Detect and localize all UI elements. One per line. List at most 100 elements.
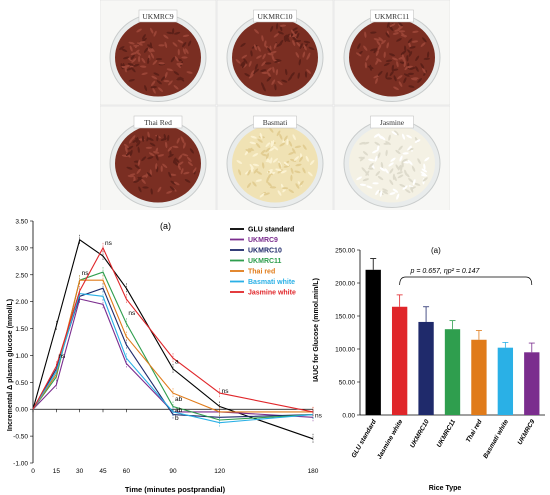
legend-label: Thai red [248, 269, 275, 276]
rice-grain [141, 135, 145, 142]
rice-grain [408, 42, 412, 49]
rice-grain [158, 87, 163, 92]
bar [497, 347, 514, 415]
rice-grain [177, 161, 184, 166]
rice-grain [177, 48, 180, 56]
rice-grain [252, 181, 257, 187]
rice-grain [131, 58, 137, 63]
rice-grain [426, 51, 430, 58]
rice-grain [261, 71, 268, 75]
line-x-tick-label: 180 [308, 468, 319, 475]
legend-label: Basmati white [248, 279, 295, 286]
line-annotation: ns [105, 240, 113, 247]
rice-grain [127, 62, 134, 66]
rice-grain [129, 45, 133, 52]
rice-grain [270, 25, 274, 32]
rice-grain [292, 27, 298, 32]
rice-grain [187, 40, 192, 47]
legend-label: UKMRC11 [248, 258, 282, 265]
rice-grain-texture [235, 23, 315, 92]
rice-grain [393, 75, 397, 82]
rice-grain [261, 61, 266, 67]
rice-grain [303, 40, 311, 44]
rice-grain [186, 71, 193, 74]
rice-grain [290, 174, 293, 182]
bar-y-tick-label: 150.00 [335, 314, 355, 321]
rice-grain [150, 188, 153, 195]
rice-grain [297, 72, 300, 79]
rice-grain [408, 51, 413, 57]
rice-grain [125, 151, 132, 156]
rice-grain [377, 176, 384, 181]
rice-grain [130, 54, 135, 60]
rice-grain [140, 65, 147, 68]
rice-grain [403, 60, 406, 68]
rice-grain [182, 142, 186, 149]
rice-grain [160, 165, 163, 172]
rice-grain [166, 68, 173, 72]
rice-grain [292, 40, 296, 46]
rice-grain [361, 167, 367, 173]
rice-grain [155, 163, 158, 170]
rice-grain [267, 181, 272, 187]
rice-grain [265, 62, 272, 65]
rice-grain [151, 80, 156, 86]
rice-grain [396, 193, 400, 200]
rice-grain [183, 171, 190, 175]
rice-grain [182, 48, 186, 55]
rice-grain [278, 162, 282, 169]
rice-grain [391, 131, 398, 136]
rice-grain [390, 157, 396, 162]
rice-grain [264, 40, 267, 47]
rice-grain [269, 127, 274, 133]
rice-grain [374, 141, 380, 146]
rice-grain [136, 42, 143, 46]
rice-grain [253, 44, 257, 51]
rice-grain [298, 59, 302, 66]
rice-grain [388, 53, 396, 57]
rice-grain [250, 70, 255, 76]
line-y-tick-label: -0.50 [13, 434, 28, 441]
rice-grain [356, 176, 362, 181]
rice-grain [147, 47, 152, 53]
rice-grain [411, 165, 416, 172]
line-y-tick-label: 0.00 [15, 407, 28, 414]
rice-grain [255, 179, 262, 182]
bar-y-tick-label: 50.00 [339, 380, 356, 387]
line-annotation: ab [175, 396, 183, 403]
rice-grain [261, 153, 268, 157]
bar-category-label: UKMRC9 [517, 418, 537, 446]
rice-grain [373, 38, 380, 41]
rice-grain [383, 51, 386, 58]
rice-grain [126, 67, 133, 71]
rice-grain [259, 132, 263, 139]
line-y-tick-label: 3.50 [15, 219, 28, 226]
rice-grain [279, 133, 283, 140]
rice-grain [377, 44, 382, 51]
rice-grain [170, 56, 175, 63]
rice-grain [173, 181, 180, 186]
rice-grain [128, 41, 135, 45]
rice-grain [160, 137, 167, 141]
line-y-tick-label: 2.00 [15, 299, 28, 306]
rice-grain [123, 56, 130, 60]
rice-grain [299, 180, 304, 186]
rice-grain [412, 30, 419, 33]
rice-grain [164, 71, 168, 78]
rice-grain [408, 178, 414, 183]
rice-grain [151, 75, 158, 80]
rice-grain [180, 168, 184, 175]
line-y-axis-label: Incremental Δ plasma glucose (mmol/L) [7, 299, 14, 431]
line-x-tick-label: 0 [31, 468, 35, 475]
bar-y-tick-label: 0.00 [342, 413, 355, 420]
rice-grain [290, 29, 296, 36]
rice-photo-panel: UKMRC9 UKMRC10 UKMRC11 Thai Red Basmati Jasmi… [100, 0, 450, 210]
rice-grain [276, 43, 283, 47]
rice-grain [283, 161, 290, 167]
rice-grain [164, 41, 168, 49]
rice-grain [392, 188, 399, 193]
rice-grain [270, 51, 277, 54]
rice-grain [392, 173, 396, 180]
rice-grain [257, 138, 263, 143]
photo-label-tag [370, 115, 414, 129]
